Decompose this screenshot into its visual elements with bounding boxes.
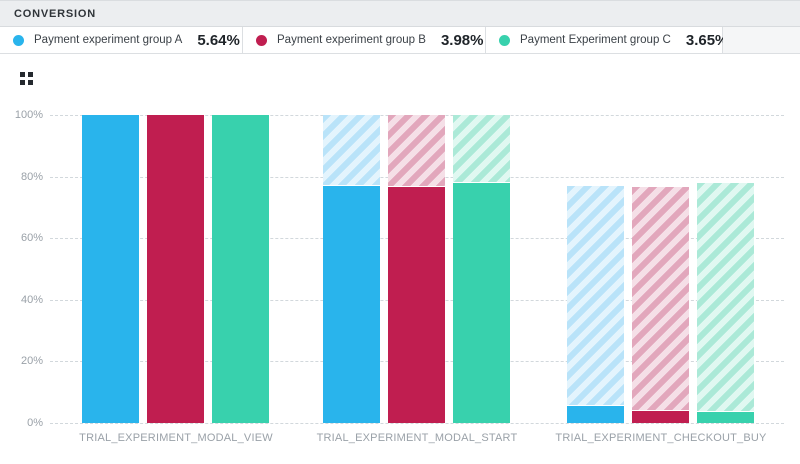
series-c-color-dot-icon <box>499 34 510 46</box>
bar-series-0-step-2[interactable] <box>567 406 624 423</box>
bar-series-1-step-1[interactable] <box>388 187 445 423</box>
x-axis-label-step-1: TRIAL_EXPERIMENT_MODAL_START <box>316 432 518 444</box>
legend-empty-cell <box>723 27 800 53</box>
legend-item-group-a[interactable]: Payment experiment group A 5.64% <box>0 27 243 53</box>
bar-series-1-step-0[interactable] <box>147 115 204 423</box>
bar-series-2-step-1[interactable] <box>453 183 510 423</box>
panel-header: CONVERSION <box>0 0 800 27</box>
legend-value-group-a: 5.64% <box>197 31 240 49</box>
funnel-chart: 100% 80% 60% 40% 20% 0% TRIAL_EXPERIMENT_MODAL… <box>0 55 800 464</box>
legend-label-group-b: Payment experiment group B <box>277 34 426 46</box>
dropoff-bar-series-2-step-1[interactable] <box>453 115 510 183</box>
y-axis-tick: 0% <box>27 417 43 429</box>
legend-item-group-b[interactable]: Payment experiment group B 3.98% <box>243 27 486 53</box>
bar-series-1-step-2[interactable] <box>632 411 689 423</box>
series-a-color-dot-icon <box>13 34 24 46</box>
y-axis-tick: 20% <box>20 355 43 367</box>
bar-series-0-step-1[interactable] <box>323 186 380 423</box>
y-axis-tick: 100% <box>14 109 43 121</box>
x-axis-label-step-0: TRIAL_EXPERIMENT_MODAL_VIEW <box>79 432 273 444</box>
legend-label-group-c: Payment Experiment group C <box>520 34 671 46</box>
dropoff-bar-series-0-step-1[interactable] <box>323 115 380 186</box>
grid-view-icon[interactable] <box>20 72 33 85</box>
y-axis-tick: 60% <box>20 232 43 244</box>
y-axis-tick: 80% <box>20 171 43 183</box>
dropoff-bar-series-0-step-2[interactable] <box>567 186 624 406</box>
bar-series-2-step-0[interactable] <box>212 115 269 423</box>
bar-series-0-step-0[interactable] <box>82 115 139 423</box>
legend: Payment experiment group A 5.64% Payment… <box>0 27 800 54</box>
y-axis-tick: 40% <box>20 294 43 306</box>
legend-value-group-c: 3.65% <box>685 31 729 49</box>
gridline-0 <box>50 423 784 424</box>
legend-value-group-b: 3.98% <box>440 31 484 49</box>
legend-item-group-c[interactable]: Payment Experiment group C 3.65% <box>486 27 728 53</box>
series-b-color-dot-icon <box>256 34 267 46</box>
dropoff-bar-series-2-step-2[interactable] <box>697 183 754 412</box>
dropoff-bar-series-1-step-2[interactable] <box>632 187 689 411</box>
bar-series-2-step-2[interactable] <box>697 412 754 423</box>
x-axis-label-step-2: TRIAL_EXPERIMENT_CHECKOUT_BUY <box>555 432 767 444</box>
panel-title: CONVERSION <box>14 7 96 20</box>
dropoff-bar-series-1-step-1[interactable] <box>388 115 445 187</box>
legend-label-group-a: Payment experiment group A <box>34 34 183 46</box>
